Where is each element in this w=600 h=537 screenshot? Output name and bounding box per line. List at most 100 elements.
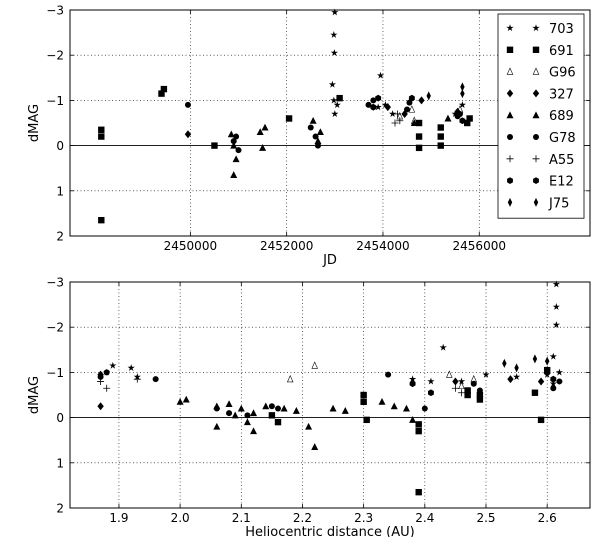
top-point-689 (230, 171, 238, 178)
top-point-703 (331, 110, 339, 118)
bottom-point-E12 (544, 369, 551, 376)
legend-marker-G78 (507, 134, 513, 140)
top-point-G96 (408, 105, 416, 113)
bottom-point-327 (97, 402, 104, 411)
bottom-point-689 (305, 422, 313, 430)
bottom-point-691 (464, 391, 471, 399)
top-point-689 (444, 114, 452, 122)
top-point-A55 (391, 119, 399, 127)
top-point-703 (331, 8, 339, 16)
bottom-point-703 (552, 280, 560, 288)
bottom-x-tick-label: 2.3 (354, 511, 373, 525)
bottom-panel: 1.9 2.0 2.1 2.2 2.3 2.4 2.5 2.6 −3 −2 −1 0 1 2 Helioce… (27, 276, 591, 537)
top-point-G78 (184, 101, 191, 108)
bottom-point-689 (341, 407, 349, 414)
top-y-tick-label: −2 (46, 49, 64, 63)
bottom-y-axis-label: dMAG (27, 376, 42, 414)
legend-marker-G78 (533, 134, 539, 140)
top-point-703 (374, 103, 382, 111)
bottom-point-703 (109, 361, 117, 369)
bottom-point-703 (408, 375, 417, 383)
top-point-G78 (230, 138, 237, 145)
top-x-tick-label: 2452000 (260, 239, 313, 253)
top-point-G78 (312, 133, 319, 140)
legend-marker-691 (506, 46, 514, 53)
top-y-tick-label: 0 (56, 139, 64, 153)
legend-marker-703 (506, 24, 514, 32)
bottom-point-G96 (311, 361, 318, 369)
top-point-691 (437, 124, 444, 131)
top-x-tick-label: 2450000 (164, 239, 217, 253)
top-point-691 (285, 115, 293, 122)
bottom-point-689 (231, 411, 239, 419)
top-point-703 (330, 31, 338, 38)
bottom-point-689 (243, 418, 251, 426)
top-point-691 (98, 133, 105, 140)
legend-marker-E12 (507, 177, 513, 184)
top-point-327 (454, 107, 461, 116)
top-point-691 (211, 142, 218, 149)
bottom-point-A55 (458, 389, 466, 397)
bottom-point-G78 (421, 405, 428, 412)
bottom-point-691 (360, 398, 367, 405)
top-point-703 (376, 71, 385, 79)
legend-marker-327 (532, 89, 540, 98)
bottom-point-A55 (103, 384, 111, 392)
top-y-tick-label: 1 (56, 184, 64, 198)
bottom-point-703 (457, 377, 466, 385)
bottom-point-G78 (103, 369, 110, 376)
bottom-y-tick-label: 1 (56, 456, 64, 470)
bottom-point-A55 (133, 375, 141, 383)
bottom-point-689 (182, 395, 190, 403)
bottom-frame (69, 281, 591, 509)
top-point-327 (418, 96, 425, 105)
bottom-point-G78 (385, 371, 392, 378)
legend-label-691: 691 (549, 44, 574, 59)
bottom-x-tick-label: 2.1 (232, 511, 251, 525)
top-point-691 (437, 133, 444, 140)
bottom-point-689 (280, 404, 288, 412)
legend-label-A55: A55 (549, 153, 574, 168)
top-point-703 (458, 101, 467, 108)
bottom-x-tick-label: 2.0 (171, 511, 190, 525)
bottom-y-tick-label: −3 (46, 276, 64, 290)
legend-marker-689 (506, 111, 514, 119)
top-point-689 (316, 128, 324, 136)
top-point-J75 (460, 82, 465, 92)
top-x-tick-label: 2456000 (453, 239, 506, 253)
legend-marker-G96 (506, 67, 514, 75)
top-point-691 (415, 133, 423, 140)
bottom-point-691 (464, 387, 471, 394)
bottom-point-703 (549, 379, 557, 387)
top-point-691 (158, 90, 165, 97)
bottom-point-689 (250, 427, 258, 435)
bottom-point-703 (549, 352, 557, 360)
legend-marker-703 (532, 24, 540, 32)
bottom-point-689 (176, 397, 184, 405)
legend-marker-J75 (533, 197, 539, 207)
bottom-point-689 (292, 407, 300, 414)
top-point-G78 (365, 101, 372, 108)
bottom-x-tick-label: 1.9 (109, 511, 128, 525)
legend-marker-A55 (506, 155, 514, 163)
bottom-point-691 (476, 391, 484, 399)
bottom-point-691 (274, 418, 282, 426)
bottom-point-703 (552, 321, 560, 329)
legend-marker-689 (532, 111, 540, 119)
bottom-point-691 (415, 421, 422, 428)
bottom-point-G96 (458, 381, 465, 390)
bottom-point-G78 (213, 405, 220, 412)
bottom-point-703 (512, 373, 521, 380)
top-point-691 (336, 94, 343, 102)
bottom-point-G78 (226, 410, 233, 417)
top-point-691 (466, 115, 473, 122)
bottom-point-689 (378, 397, 386, 405)
top-y-tick-label: −1 (46, 94, 64, 108)
top-point-G78 (370, 97, 377, 104)
bottom-point-G78 (152, 376, 159, 383)
top-point-327 (184, 130, 192, 139)
top-point-691 (98, 126, 105, 133)
bottom-x-tick-label: 2.4 (415, 511, 434, 525)
bottom-point-689 (329, 404, 337, 412)
